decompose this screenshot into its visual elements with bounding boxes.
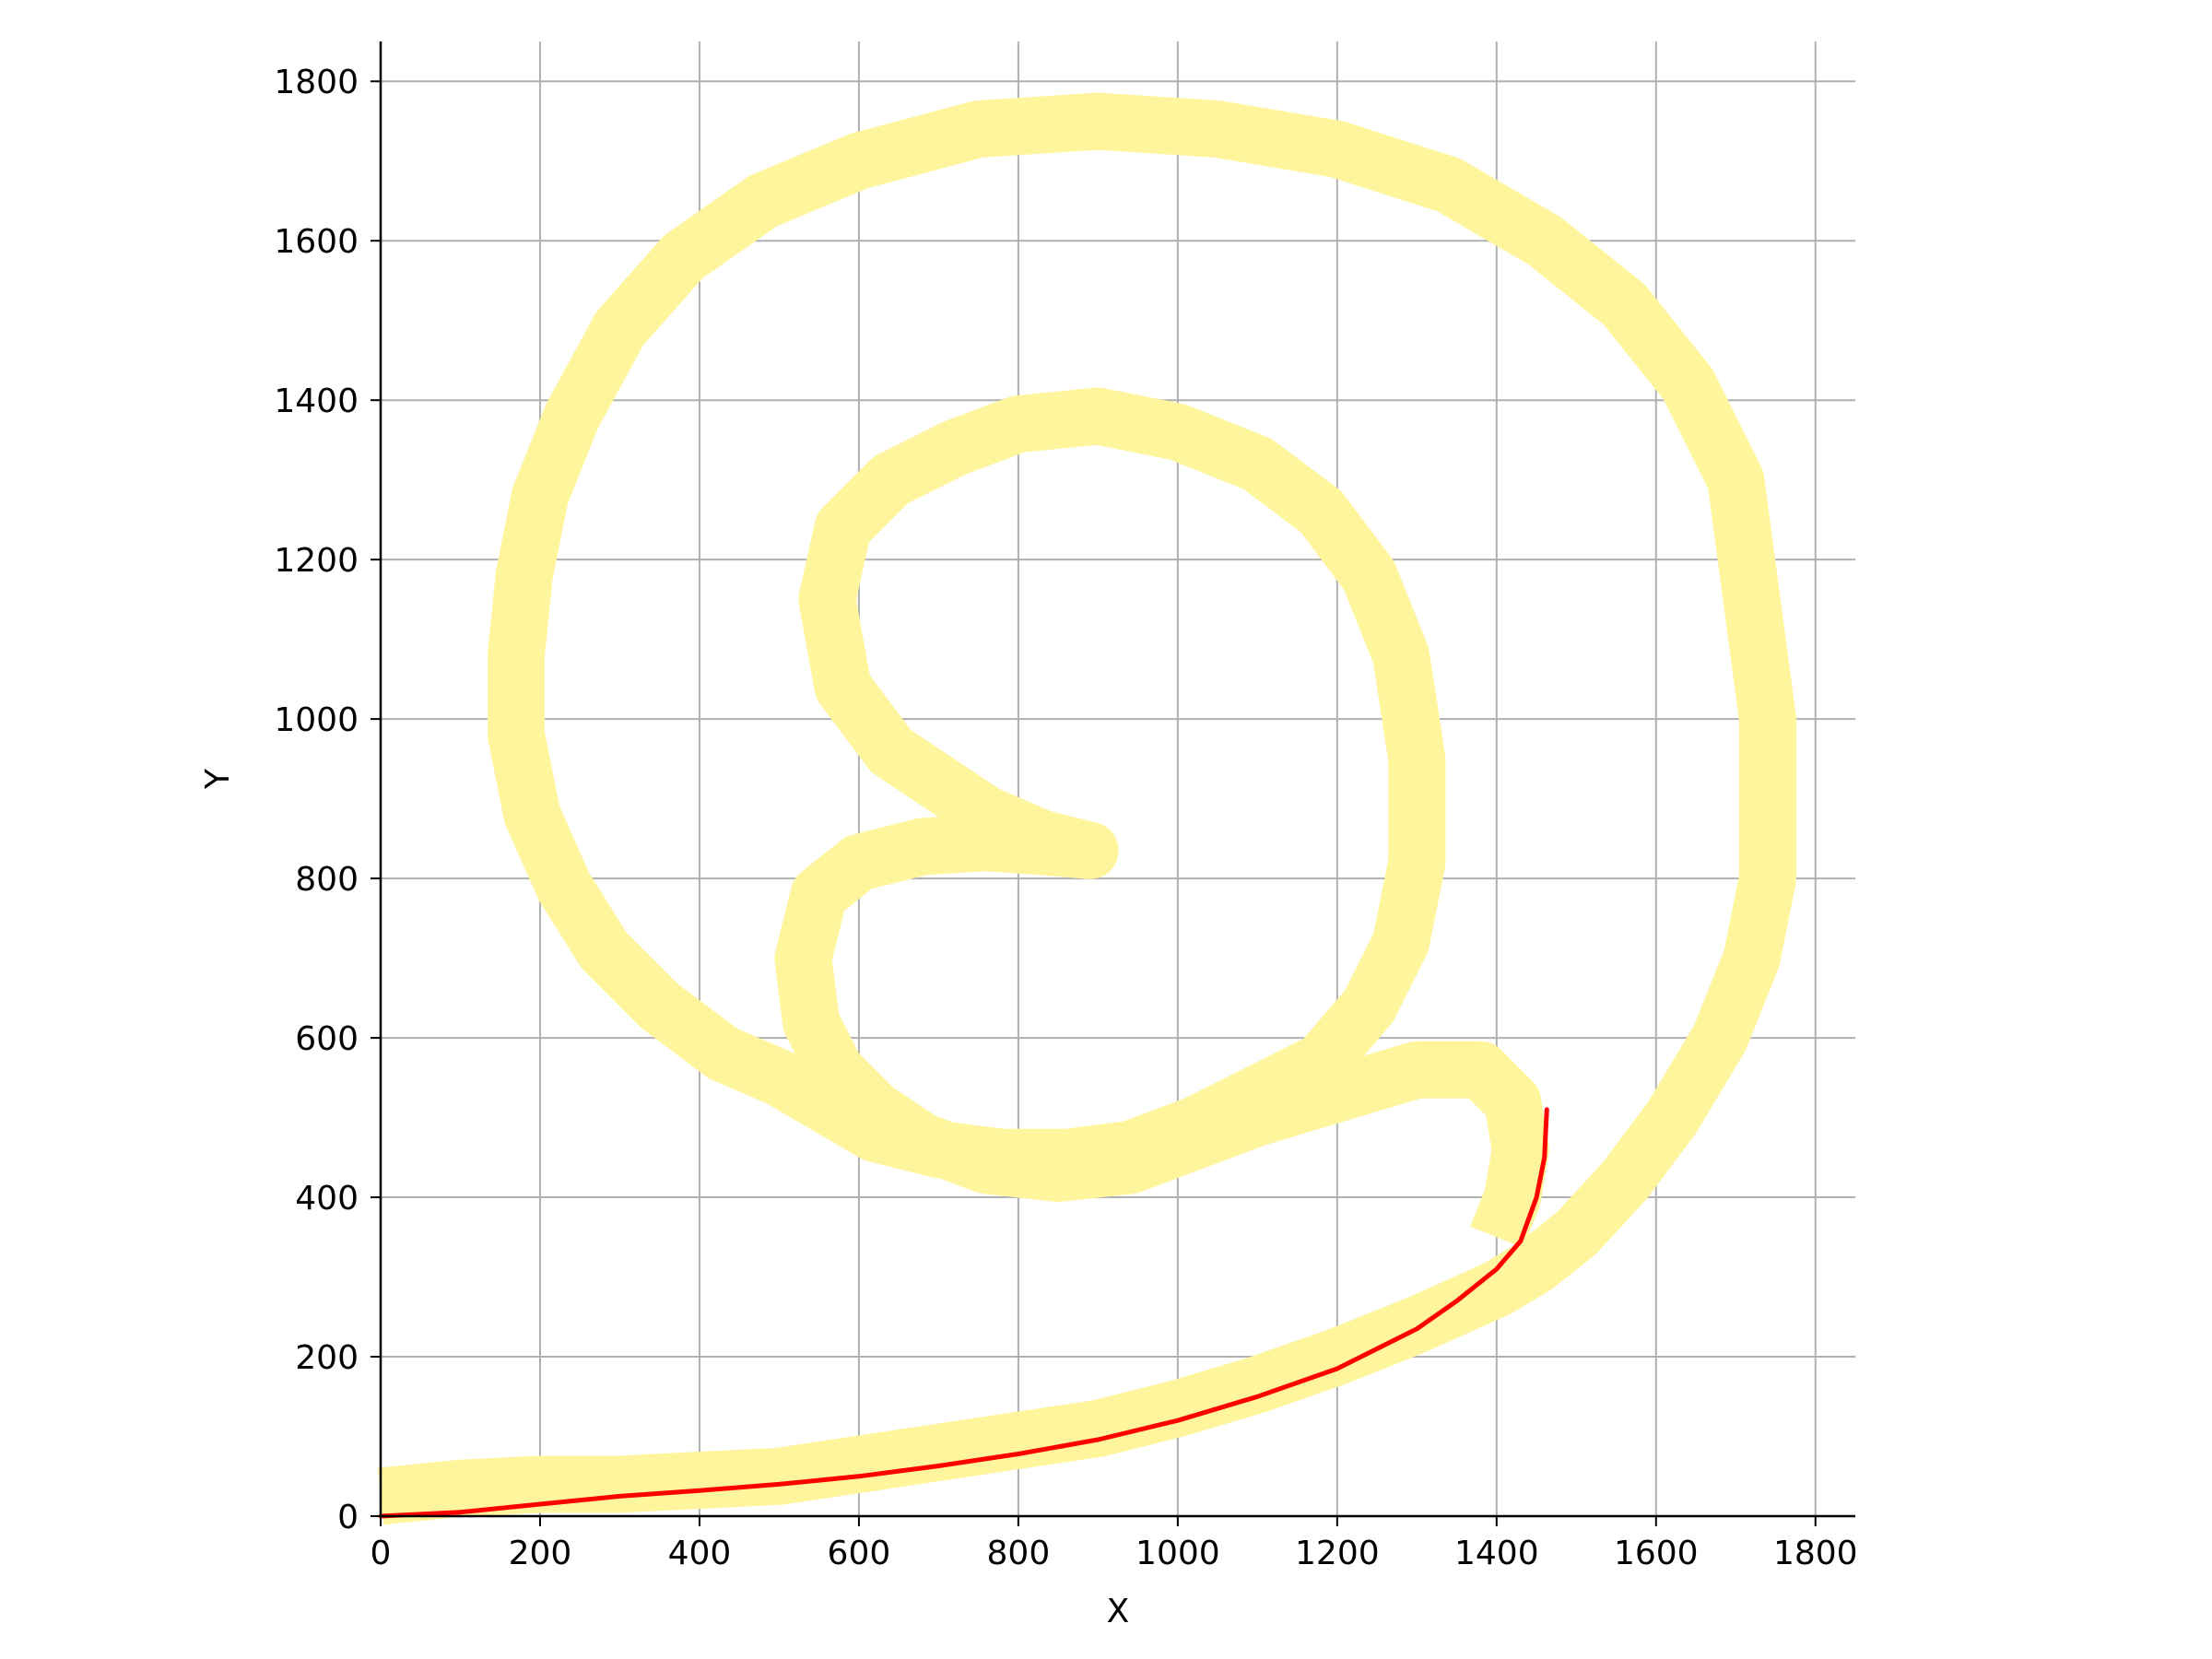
ticks: 0 200 400 600 800 1000 1200 1400 1600 1800 0 200 400… <box>274 64 1857 1572</box>
y-tick-label: 200 <box>295 1339 359 1377</box>
axes <box>379 41 1855 1518</box>
y-tick-label: 600 <box>295 1020 359 1058</box>
y-tick-label: 1200 <box>274 542 359 580</box>
y-tick-label: 400 <box>295 1180 359 1218</box>
series-layer <box>377 92 1796 1525</box>
x-tick-label: 1800 <box>1773 1535 1858 1572</box>
y-tick-label: 1600 <box>274 223 359 261</box>
y-tick-label: 800 <box>295 861 359 899</box>
y-tick-label: 0 <box>337 1499 359 1536</box>
x-tick-label: 800 <box>987 1535 1051 1572</box>
x-axis-label: X <box>1107 1593 1130 1630</box>
y-tick-label: 1800 <box>274 64 359 101</box>
y-axis-label: Y <box>199 768 237 790</box>
x-tick-label: 1200 <box>1295 1535 1380 1572</box>
x-tick-label: 1000 <box>1135 1535 1220 1572</box>
y-tick-label: 1000 <box>274 701 359 739</box>
y-tick-label: 1400 <box>274 382 359 420</box>
grid <box>380 41 1855 1517</box>
x-tick-label: 0 <box>371 1535 392 1572</box>
x-tick-label: 200 <box>509 1535 572 1572</box>
x-tick-label: 400 <box>668 1535 732 1572</box>
x-tick-label: 1600 <box>1614 1535 1699 1572</box>
x-tick-label: 1400 <box>1454 1535 1539 1572</box>
x-tick-label: 600 <box>828 1535 891 1572</box>
series-path-thick <box>377 92 1796 1525</box>
series-path-thin <box>378 1107 1549 1519</box>
